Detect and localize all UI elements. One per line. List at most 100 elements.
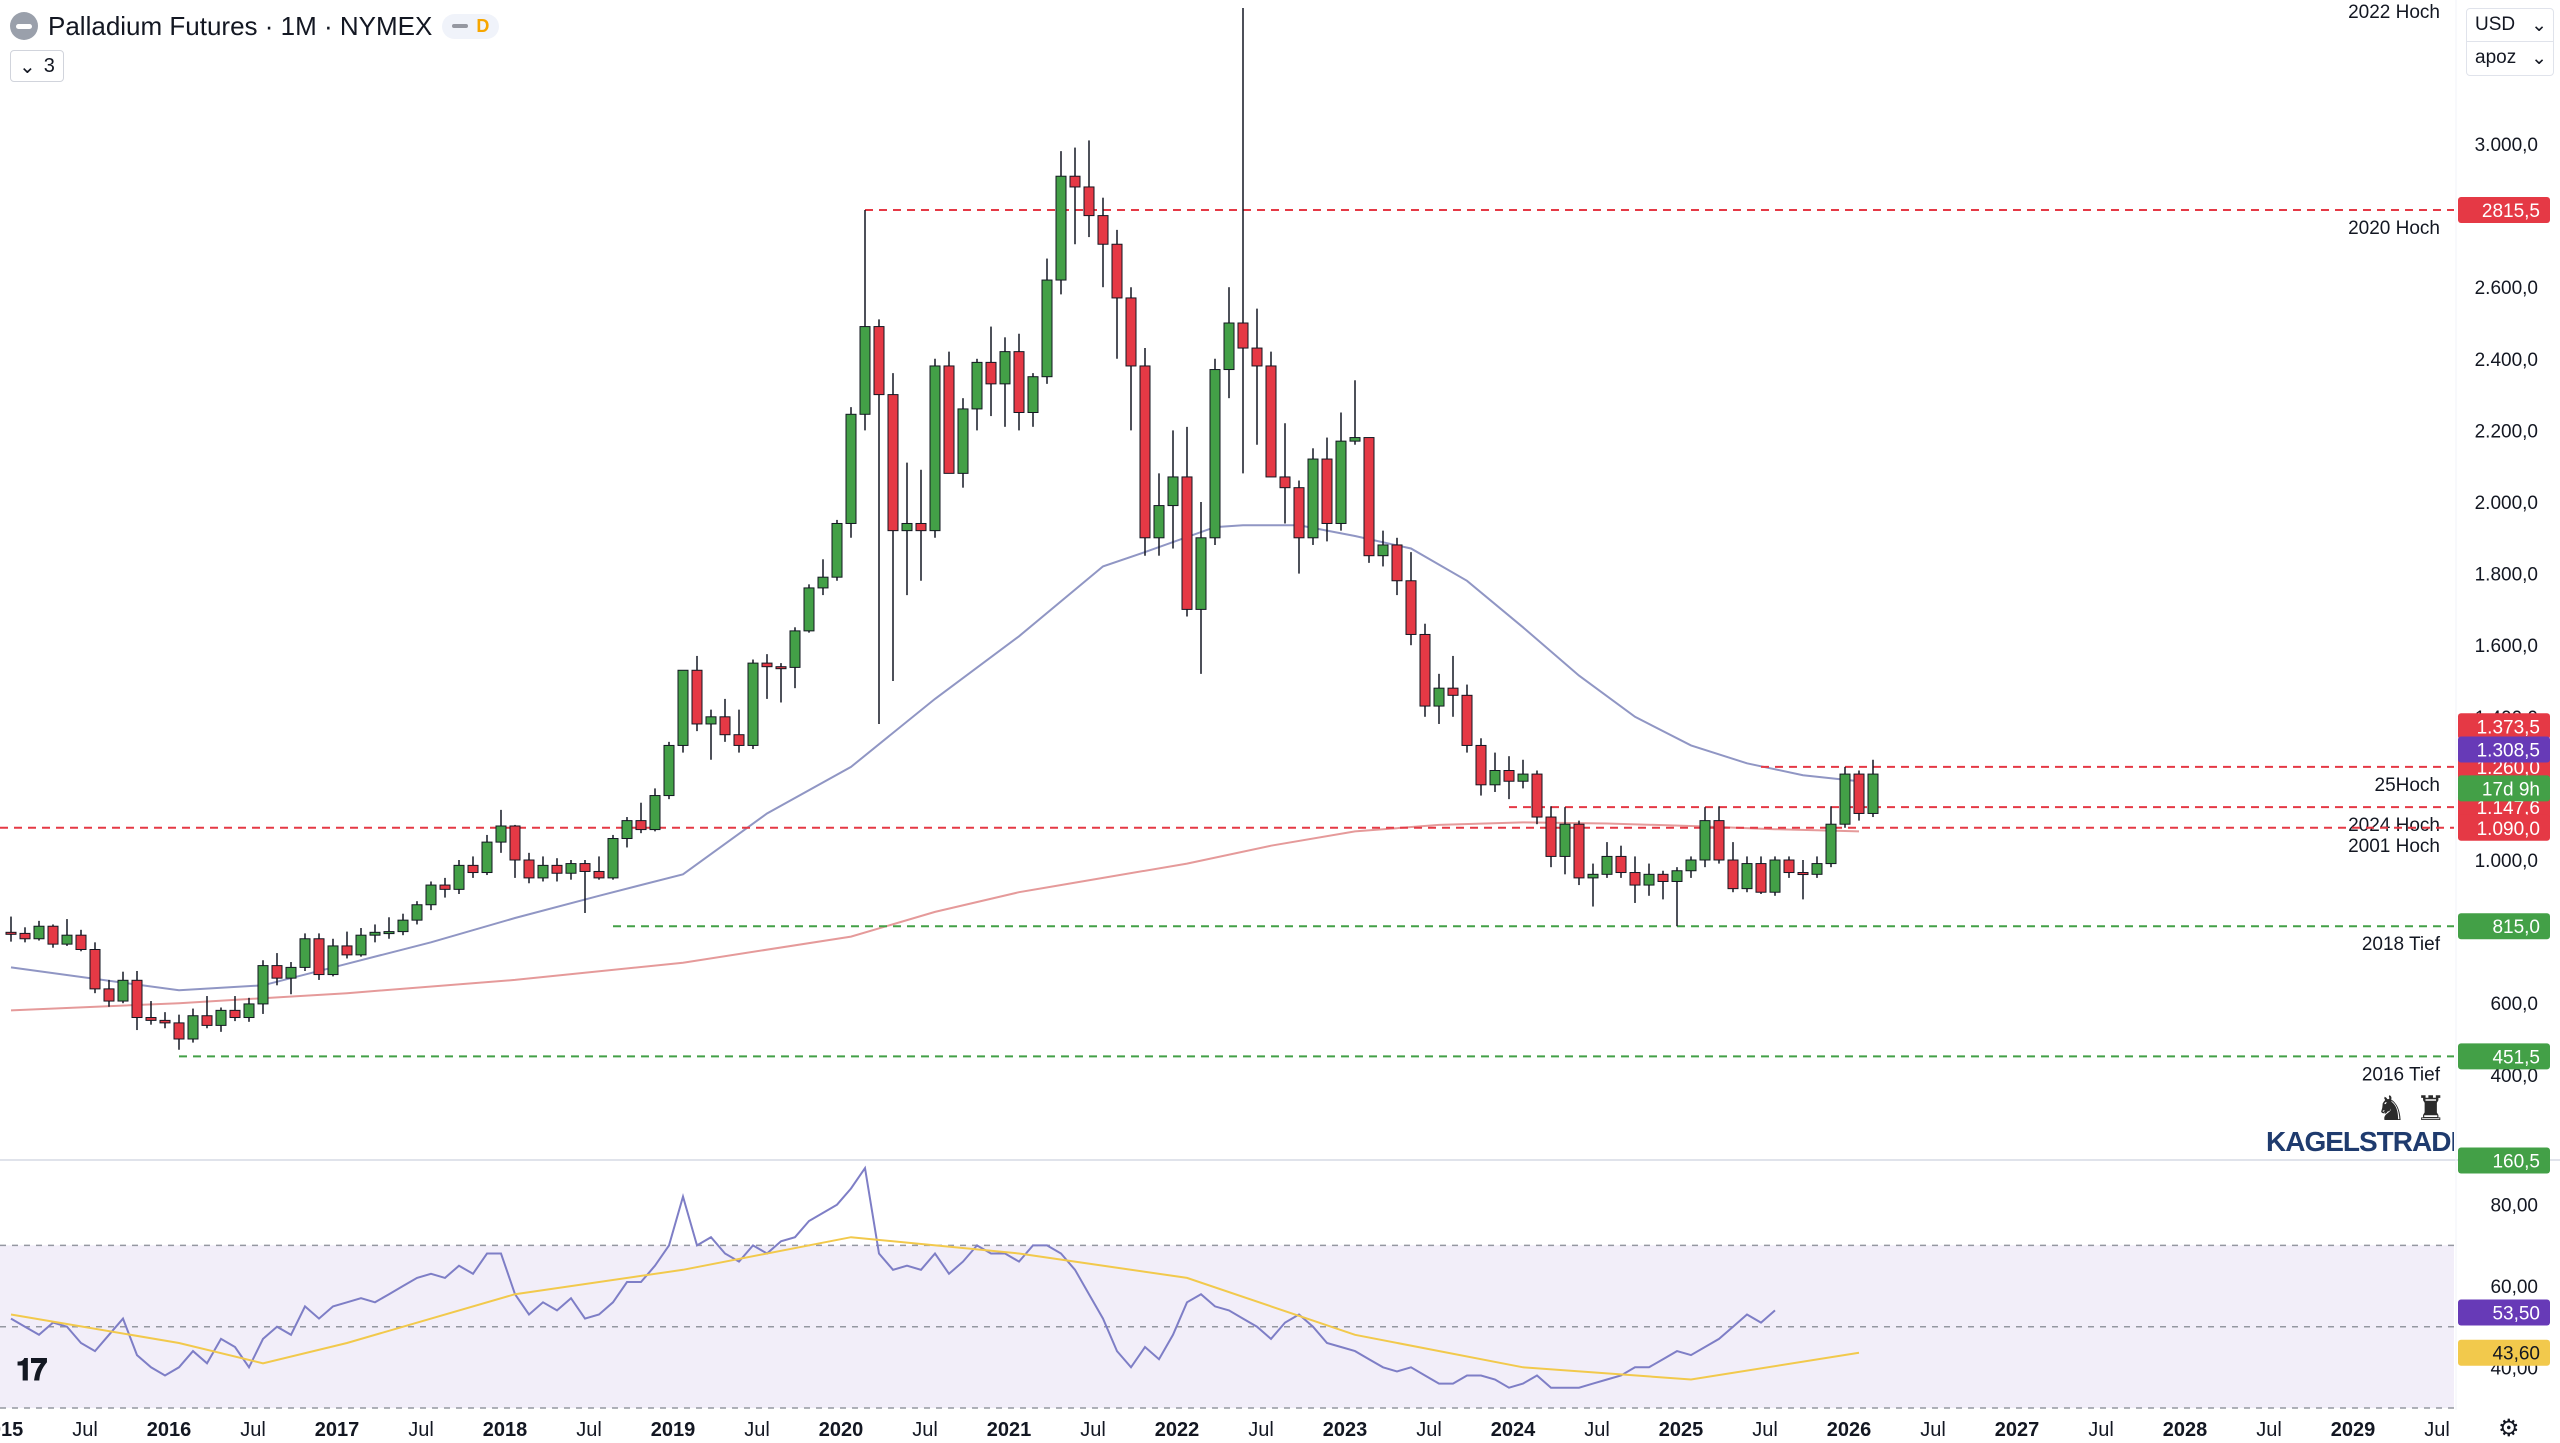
scale-select[interactable]: apoz ⌄	[2467, 41, 2553, 74]
extra-price-tag-text: 17d 9h	[2482, 779, 2540, 800]
chart-title[interactable]: Palladium Futures · 1M · NYMEX	[48, 10, 433, 41]
candle-body	[117, 979, 129, 1002]
indicator-toggle-button[interactable]: ⌄ 3	[10, 50, 64, 82]
price-tick-label: 1.600,0	[2475, 636, 2538, 657]
price-tick-label: 2.400,0	[2475, 350, 2538, 371]
candle-body	[789, 630, 801, 668]
rsi-value-tag	[2458, 1339, 2550, 1366]
status-dash-icon	[452, 24, 469, 28]
candle-body	[1125, 297, 1137, 367]
candle-body	[831, 522, 843, 578]
candle-body	[285, 966, 297, 979]
candle-body	[327, 945, 339, 976]
time-tick-label: 2015	[0, 1419, 23, 1441]
candle-body	[1545, 816, 1557, 857]
candle-body	[1279, 476, 1291, 489]
time-tick-label: Jul	[2256, 1419, 2282, 1441]
candle-body	[845, 413, 857, 524]
candle-body	[383, 931, 395, 935]
time-tick-label: Jul	[2424, 1419, 2450, 1441]
candle-body	[229, 1009, 241, 1019]
candle-body	[1027, 376, 1039, 414]
candle-body	[593, 870, 605, 879]
candle-body	[1055, 175, 1067, 281]
candle-body	[915, 522, 927, 532]
candle-body	[1209, 369, 1221, 539]
symbol-icon[interactable]	[10, 12, 38, 40]
candle-body	[1405, 580, 1417, 635]
candle-body	[481, 841, 493, 874]
candle-body	[691, 669, 703, 725]
gear-icon[interactable]: ⚙	[2498, 1415, 2520, 1442]
price-tick-label: 1.000,0	[2475, 851, 2538, 872]
bull-bear-icon: ♞ ♜	[2375, 1092, 2446, 1128]
time-tick-label: Jul	[744, 1419, 770, 1441]
candle-body	[1727, 859, 1739, 890]
candle-body	[509, 825, 521, 861]
candle-body	[397, 919, 409, 933]
candle-body	[1489, 770, 1501, 786]
candle-body	[439, 884, 451, 890]
price-tick-label: 2.600,0	[2475, 278, 2538, 299]
candle-body	[747, 662, 759, 746]
level-price-tag-text: 1.260,0	[2477, 758, 2540, 779]
candle-body	[1013, 351, 1025, 414]
candle-body	[19, 932, 31, 940]
time-tick-label: 2020	[819, 1419, 864, 1441]
time-tick-label: Jul	[408, 1419, 434, 1441]
candle-body	[313, 938, 325, 976]
candle-body	[495, 825, 507, 843]
candle-body	[355, 934, 367, 956]
rsi-line	[10, 1165, 1776, 1389]
candle-body	[1097, 215, 1109, 245]
tradingview-logo-icon[interactable]: 𝟏𝟕	[16, 1354, 47, 1387]
price-tick-label: 3.000,0	[2475, 135, 2538, 156]
candle-body	[1223, 322, 1235, 371]
candle-body	[1531, 773, 1543, 818]
price-tick-label: 400,0	[2490, 1066, 2538, 1087]
candle-body	[1699, 820, 1711, 861]
time-tick-label: Jul	[240, 1419, 266, 1441]
candle-body	[1839, 773, 1851, 825]
rsi-tick-label: 60,00	[2490, 1277, 2538, 1298]
watermark-text: KAGELSTRADIN	[2266, 1126, 2454, 1157]
candle-body	[173, 1022, 185, 1040]
level-price-tag-text: 1.090,0	[2477, 819, 2540, 840]
candle-body	[299, 938, 311, 968]
candle-body	[131, 979, 143, 1019]
level-name-label: 2016 Tief	[2362, 1064, 2441, 1085]
candle-body	[859, 326, 871, 415]
level-price-tag	[2458, 197, 2550, 224]
candle-body	[719, 716, 731, 736]
time-tick-label: 2018	[483, 1419, 528, 1441]
rsi-value-tag-text: 53,50	[2492, 1303, 2540, 1324]
candle-body	[999, 351, 1011, 385]
candle-body	[1741, 863, 1753, 890]
currency-select[interactable]: USD ⌄	[2467, 9, 2553, 41]
rsi-ma-line	[10, 1236, 1860, 1381]
level-price-tag	[2458, 1043, 2550, 1070]
time-tick-label: Jul	[1920, 1419, 1946, 1441]
currency-menu[interactable]: USD ⌄ apoz ⌄	[2466, 8, 2554, 76]
candle-body	[89, 949, 101, 990]
extra-price-tag	[2458, 775, 2550, 802]
candle-body	[1797, 872, 1809, 876]
level-name-label: 2018 Tief	[2362, 934, 2441, 955]
candle-body	[1041, 279, 1053, 378]
level-price-tag	[2458, 814, 2550, 841]
candle-body	[1671, 870, 1683, 882]
candle-body	[1573, 823, 1585, 879]
time-tick-label: Jul	[576, 1419, 602, 1441]
scale-value: apoz	[2475, 47, 2517, 68]
time-tick-label: 2021	[987, 1419, 1032, 1441]
extra-price-tag	[2458, 736, 2550, 763]
candle-body	[663, 744, 675, 797]
chevron-down-icon: ⌄	[2531, 47, 2547, 69]
status-pill[interactable]: D	[442, 13, 500, 39]
candle-body	[47, 925, 59, 945]
candle-body	[523, 859, 535, 879]
candle-body	[1433, 687, 1445, 707]
candle-body	[1825, 823, 1837, 865]
candle-body	[159, 1019, 171, 1024]
